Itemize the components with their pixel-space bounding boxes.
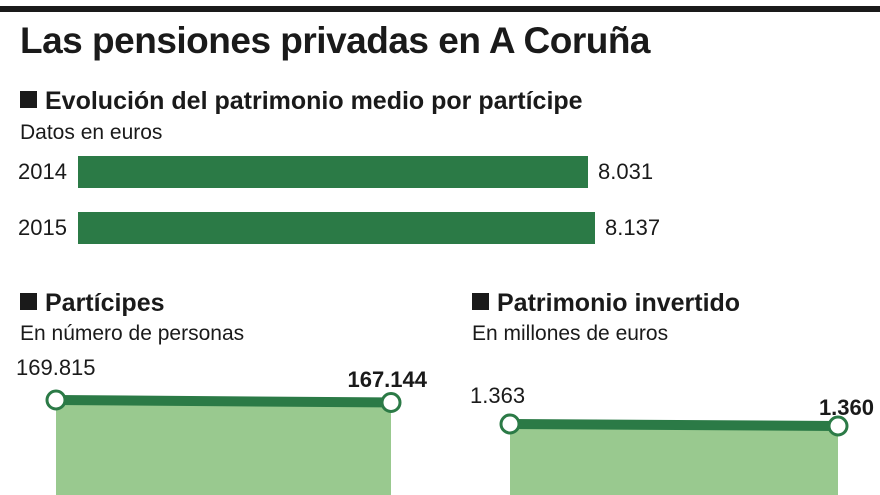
square-bullet-icon bbox=[20, 293, 37, 310]
area-fill bbox=[56, 400, 391, 495]
participes-chart-title: Partícipes bbox=[20, 289, 165, 318]
data-label: 1.363 bbox=[470, 383, 525, 408]
data-point bbox=[380, 392, 402, 413]
data-label: 169.815 bbox=[16, 355, 96, 380]
series-line bbox=[509, 419, 839, 431]
bar-value-label: 8.031 bbox=[598, 159, 654, 184]
bar-chart-title: Evolución del patrimonio medio por partí… bbox=[20, 87, 583, 116]
patrimonio-chart-subtitle: En millones de euros bbox=[472, 322, 669, 345]
page-title: Las pensiones privadas en A Coruña bbox=[20, 20, 651, 61]
participes-chart-title-text: Partícipes bbox=[45, 289, 165, 317]
participes-chart-subtitle: En número de personas bbox=[20, 322, 245, 345]
data-label: 167.144 bbox=[347, 367, 427, 392]
patrimonio-chart-title-text: Patrimonio invertido bbox=[497, 289, 741, 317]
square-bullet-icon bbox=[472, 293, 489, 310]
data-point bbox=[827, 415, 849, 437]
bar-2014 bbox=[78, 156, 588, 188]
bar-category-label: 2014 bbox=[18, 159, 67, 184]
square-bullet-icon bbox=[20, 91, 37, 108]
bar-value-label: 8.137 bbox=[605, 215, 661, 240]
top-rule bbox=[0, 6, 880, 12]
bar-2015 bbox=[78, 212, 595, 244]
data-point bbox=[499, 413, 521, 435]
bar-category-label: 2015 bbox=[18, 215, 67, 240]
patrimonio-chart-title: Patrimonio invertido bbox=[472, 289, 740, 318]
data-label: 1.360 bbox=[819, 395, 874, 420]
area-fill bbox=[510, 424, 838, 495]
bar-chart-title-text: Evolución del patrimonio medio por partí… bbox=[45, 87, 583, 115]
data-point bbox=[45, 389, 67, 411]
bar-chart-subtitle: Datos en euros bbox=[20, 121, 163, 144]
series-line bbox=[55, 395, 392, 408]
